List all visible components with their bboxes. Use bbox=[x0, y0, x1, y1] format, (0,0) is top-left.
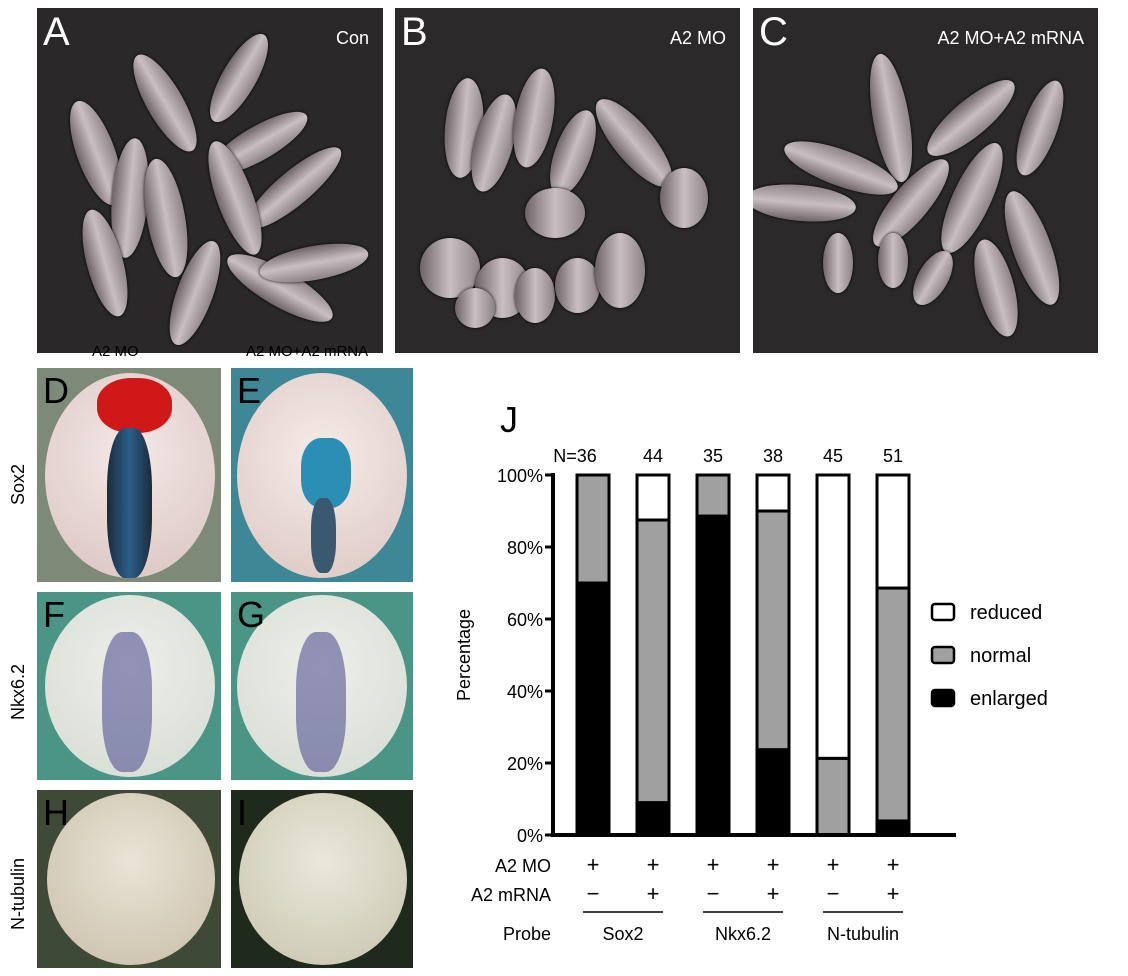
bar-segment-enlarged bbox=[755, 748, 791, 837]
a2-mrna-sign: − bbox=[587, 881, 600, 906]
panel-condition-label: Con bbox=[335, 28, 369, 48]
panel-i-photo: I bbox=[231, 790, 413, 968]
bar-segment-enlarged bbox=[635, 801, 671, 837]
probe-label: Nkx6.2 bbox=[715, 924, 771, 944]
panel-letter: I bbox=[237, 792, 248, 833]
n-label: 35 bbox=[703, 446, 723, 466]
bar-segment-enlarged bbox=[575, 581, 611, 837]
panel-letter: E bbox=[237, 370, 262, 411]
a2-mo-sign: + bbox=[827, 852, 840, 877]
panel-f-photo: F bbox=[37, 592, 221, 780]
y-tick-label: 0% bbox=[517, 826, 543, 846]
legend-label-enlarged: enlarged bbox=[970, 688, 1048, 710]
panel-e-photo: E bbox=[231, 368, 413, 582]
panel-h-photo: H bbox=[37, 790, 221, 968]
legend-label-reduced: reduced bbox=[970, 602, 1042, 624]
panel-letter: H bbox=[43, 792, 69, 833]
bar-segment-reduced bbox=[875, 473, 911, 590]
y-tick-label: 100% bbox=[497, 466, 543, 486]
n-label: N=36 bbox=[553, 446, 597, 466]
a2-mo-sign: + bbox=[887, 852, 900, 877]
probe-label: Sox2 bbox=[602, 924, 643, 944]
panel-b-photo: B A2 MO bbox=[395, 8, 740, 353]
row-label-a2-mo: A2 MO bbox=[495, 856, 551, 876]
legend-swatch-normal bbox=[930, 645, 956, 665]
column-title-a2-mo: A2 MO bbox=[92, 343, 139, 360]
panel-letter-j: J bbox=[500, 399, 518, 440]
legend-swatch-reduced bbox=[930, 602, 956, 622]
panel-condition-label: A2 MO+A2 mRNA bbox=[937, 28, 1084, 48]
bar-segment-normal bbox=[875, 586, 911, 823]
bar-segment-reduced bbox=[755, 473, 791, 513]
row-label-probe: Probe bbox=[503, 924, 551, 944]
panel-a-photo: A Con bbox=[37, 8, 383, 353]
row-label-a2-mrna: A2 mRNA bbox=[471, 885, 551, 905]
bar-segment-enlarged bbox=[695, 514, 731, 837]
y-axis-label: Percentage bbox=[454, 609, 474, 701]
a2-mrna-sign: + bbox=[887, 881, 900, 906]
bar-segment-normal bbox=[755, 509, 791, 752]
n-label: 38 bbox=[763, 446, 783, 466]
panel-letter: G bbox=[237, 594, 266, 635]
bar-segment-normal bbox=[635, 518, 671, 805]
a2-mrna-sign: + bbox=[647, 881, 660, 906]
bar-segment-enlarged bbox=[875, 819, 911, 837]
panel-letter: D bbox=[43, 370, 69, 411]
panel-letter: F bbox=[43, 594, 65, 635]
a2-mo-sign: + bbox=[647, 852, 660, 877]
y-tick-label: 40% bbox=[507, 682, 543, 702]
legend-swatch-enlarged bbox=[930, 688, 956, 708]
a2-mo-sign: + bbox=[587, 852, 600, 877]
a2-mo-sign: + bbox=[707, 852, 720, 877]
bar-segment-reduced bbox=[635, 473, 671, 522]
y-tick-label: 20% bbox=[507, 754, 543, 774]
n-label: 44 bbox=[643, 446, 663, 466]
panel-c-photo: C A2 MO+A2 mRNA bbox=[753, 8, 1098, 353]
panel-condition-label: A2 MO bbox=[669, 28, 726, 48]
bar-segment-reduced bbox=[815, 473, 851, 760]
y-tick-label: 80% bbox=[507, 538, 543, 558]
a2-mo-sign: + bbox=[767, 852, 780, 877]
probe-label: N-tubulin bbox=[827, 924, 899, 944]
column-title-a2-mo-mrna: A2 MO+A2 mRNA bbox=[246, 343, 369, 360]
panel-letter: A bbox=[43, 10, 70, 54]
panel-g-photo: G bbox=[231, 592, 413, 780]
legend-label-normal: normal bbox=[970, 645, 1031, 667]
panel-letter: C bbox=[759, 10, 788, 54]
a2-mrna-sign: − bbox=[827, 881, 840, 906]
a2-mrna-sign: − bbox=[707, 881, 720, 906]
n-label: 45 bbox=[823, 446, 843, 466]
bar-segment-normal bbox=[815, 756, 851, 837]
n-label: 51 bbox=[883, 446, 903, 466]
panel-d-photo: D bbox=[37, 368, 221, 582]
y-tick-label: 60% bbox=[507, 610, 543, 630]
bar-segment-normal bbox=[575, 473, 611, 585]
a2-mrna-sign: + bbox=[767, 881, 780, 906]
bar-segment-normal bbox=[695, 473, 731, 518]
panel-letter: B bbox=[401, 10, 428, 54]
